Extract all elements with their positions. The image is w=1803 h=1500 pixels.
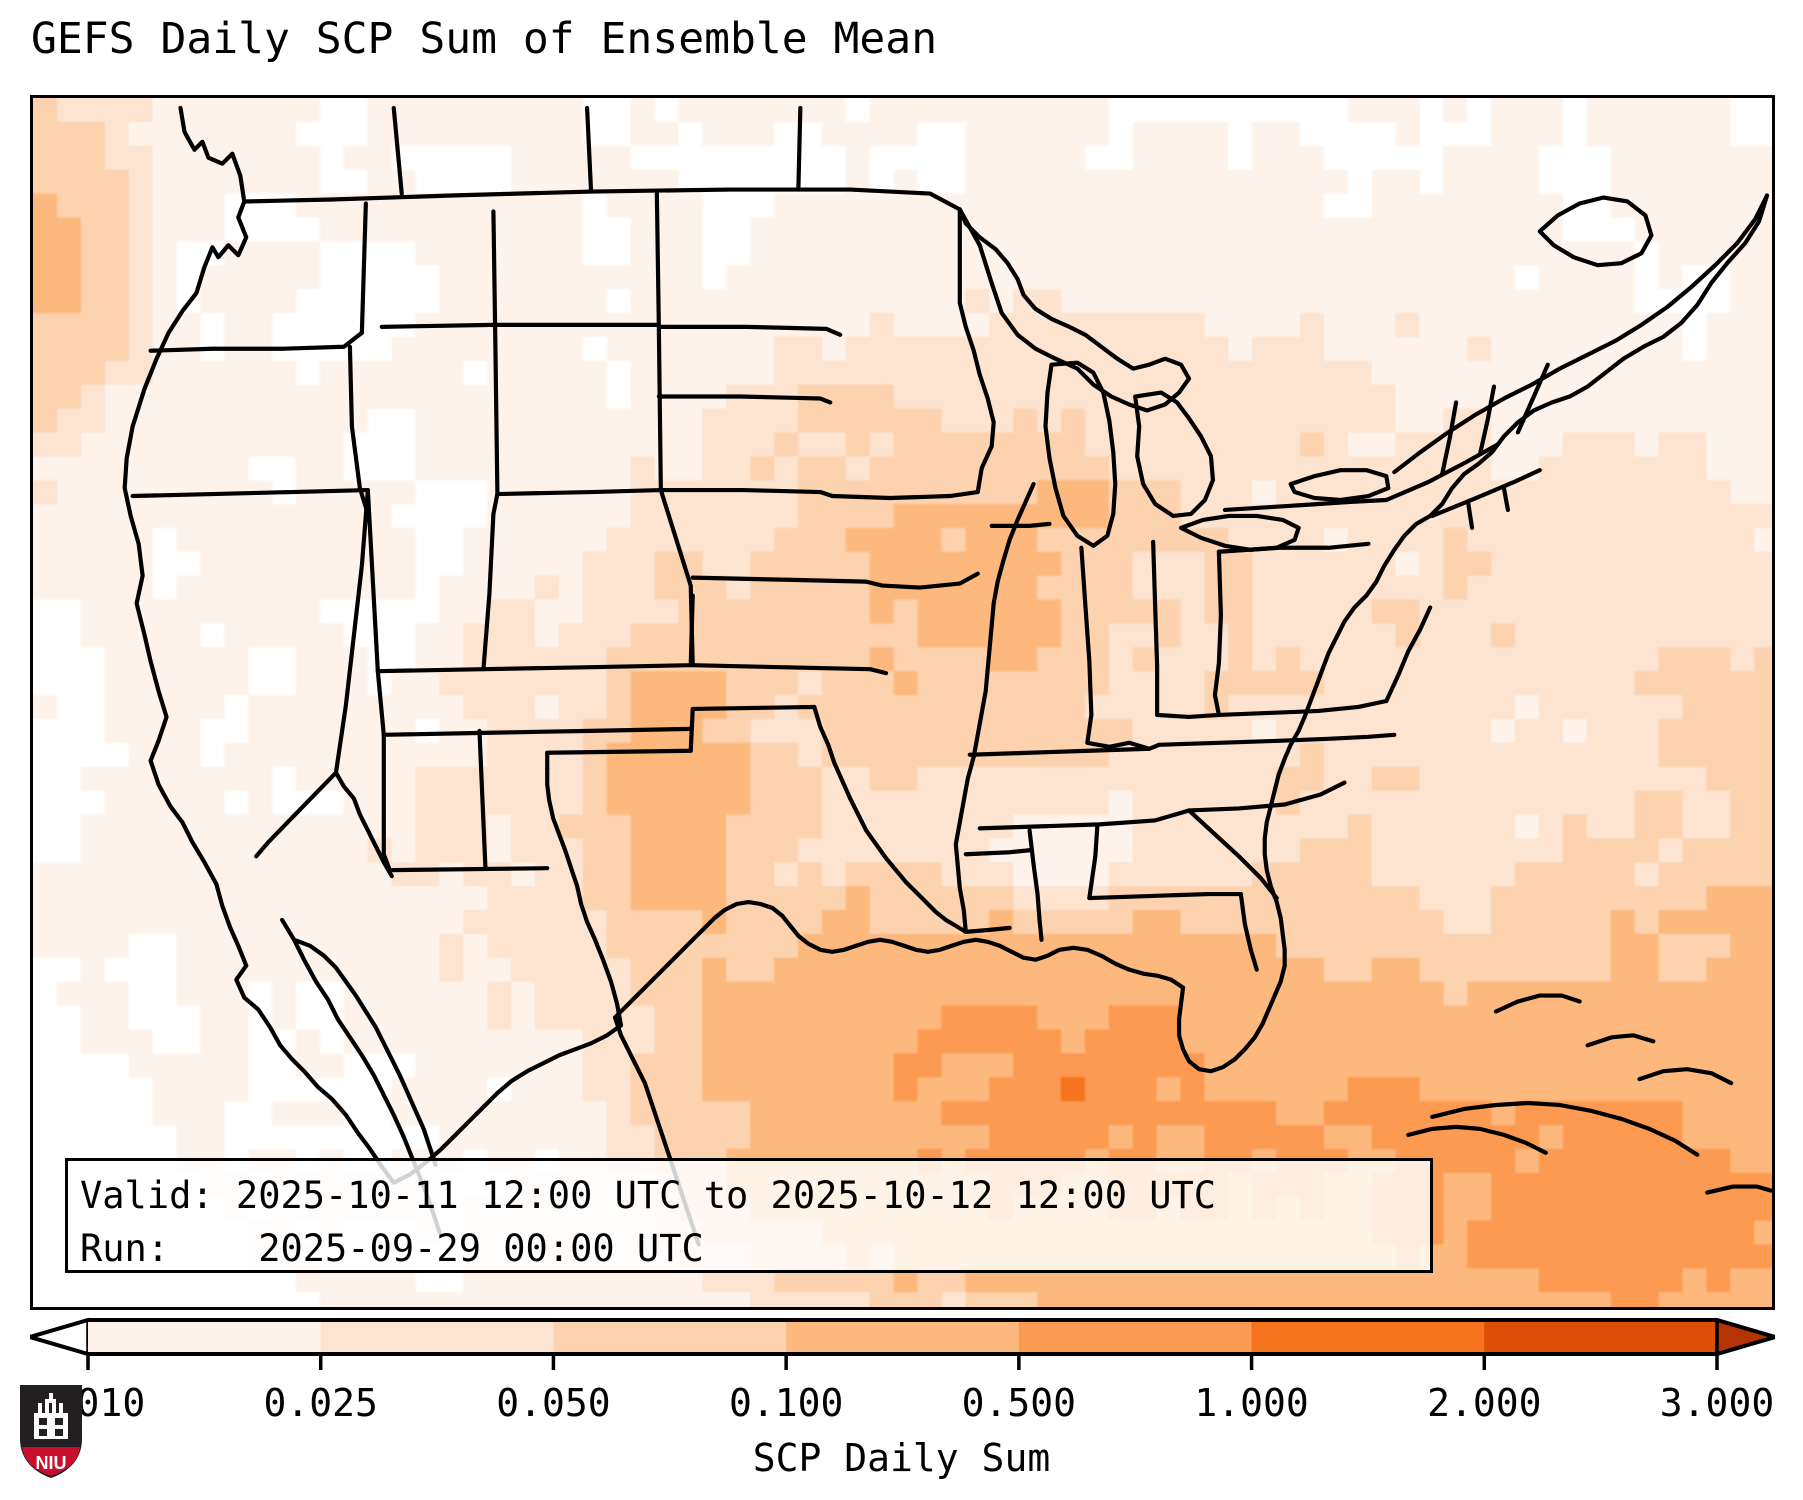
colorbar-axis-label: SCP Daily Sum [752, 1436, 1051, 1480]
logo-red-band [22, 1443, 80, 1476]
colorbar-band [786, 1320, 1020, 1354]
colorbar-band [553, 1320, 787, 1354]
colorbar-band [1018, 1320, 1253, 1354]
colorbar-svg[interactable] [30, 1312, 1775, 1372]
colorbar-tick-label: 0.025 [263, 1381, 378, 1425]
colorbar-over-arrow [1715, 1317, 1775, 1357]
valid-line: Valid: 2025-10-11 12:00 UTC to 2025-10-1… [80, 1174, 1217, 1217]
colorbar-bands [30, 1317, 1775, 1357]
colorbar-tick-label: 2.000 [1427, 1381, 1542, 1425]
colorbar-tick-label: 3.000 [1659, 1381, 1775, 1425]
page-title: GEFS Daily SCP Sum of Ensemble Mean [31, 14, 938, 64]
colorbar-tick-labels: 0.010 0.025 0.050 0.100 0.500 1.000 2.000 3.000 [0, 1381, 1803, 1429]
logo-tower-windows [39, 1418, 63, 1436]
colorbar-under-arrow [30, 1317, 90, 1357]
run-line: Run: 2025-09-29 00:00 UTC [80, 1227, 704, 1270]
colorbar-tick-label: 0.500 [961, 1381, 1077, 1425]
colorbar-tick-label: 0.100 [728, 1381, 844, 1425]
geography-overlay [122, 105, 1772, 1247]
colorbar-band [1484, 1320, 1718, 1354]
colorbar-band [1251, 1320, 1485, 1354]
logo-text: NIU [36, 1453, 67, 1473]
map-plot-area[interactable]: Valid: 2025-10-11 12:00 UTC to 2025-10-1… [30, 95, 1775, 1310]
colorbar-band [320, 1320, 555, 1354]
colorbar-tick-label: 0.050 [496, 1381, 611, 1425]
niu-logo: NIU [20, 1385, 82, 1478]
colorbar-band [88, 1320, 322, 1354]
valid-run-info-box: Valid: 2025-10-11 12:00 UTC to 2025-10-1… [65, 1158, 1433, 1273]
colorbar-tick-label: 1.000 [1194, 1381, 1309, 1425]
colorbar[interactable] [30, 1312, 1775, 1372]
colorbar-ticks [86, 1354, 1719, 1370]
